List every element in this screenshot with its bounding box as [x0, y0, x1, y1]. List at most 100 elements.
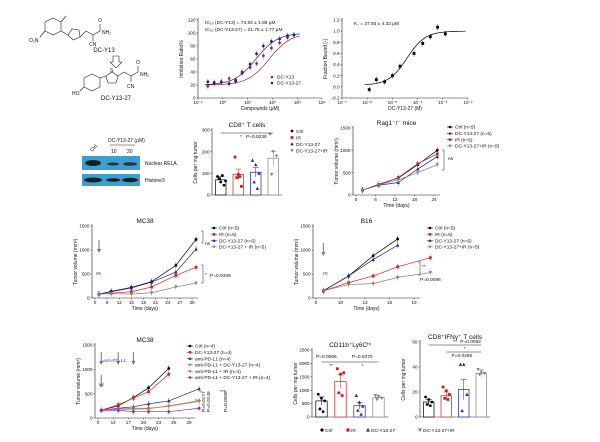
data-point — [446, 398, 450, 401]
amide-bond — [92, 30, 101, 36]
arrowhead-icon — [116, 361, 121, 365]
nitrile-label: CN — [89, 42, 97, 48]
data-point — [252, 180, 256, 184]
data-point — [374, 78, 378, 82]
band-rela-ctrl — [85, 160, 101, 166]
series-line — [101, 401, 200, 411]
x-tick-label: 24 — [165, 300, 171, 305]
hydroxy-bond — [79, 86, 85, 92]
data-point — [197, 398, 201, 403]
bar — [372, 397, 385, 418]
band-rela-10 — [107, 162, 119, 166]
data-point — [227, 82, 231, 86]
legend-marker — [290, 136, 294, 139]
y-axis-label: Cells per mg tumor — [193, 141, 199, 184]
x-axis-label: Compounds (μM) — [241, 106, 280, 112]
data-point — [278, 37, 281, 41]
data-point — [271, 150, 275, 154]
data-point — [416, 162, 420, 166]
data-point — [443, 32, 447, 36]
legend-marker — [290, 129, 294, 133]
y-tick-label: 1500 — [299, 374, 310, 379]
y-tick-label: 2000 — [299, 361, 310, 366]
legend-label: anti-PD-L1 + IR (n=4) — [195, 369, 241, 375]
legend-marker — [448, 131, 452, 135]
y-tick-label: 0 — [87, 296, 90, 301]
legend-marker — [188, 376, 192, 379]
y-tick-label: 1500 — [300, 224, 311, 229]
p-value: P=0.0238 — [246, 134, 267, 140]
legend-label: DC-Y13 — [277, 75, 294, 81]
data-point — [167, 404, 171, 408]
data-point — [396, 265, 400, 269]
data-point — [227, 77, 231, 80]
data-point — [428, 271, 433, 275]
x-tick-label: 27 — [177, 300, 183, 305]
oxygen-label: O — [98, 18, 102, 24]
chart-title: Rag1⁻/⁻ mice — [377, 120, 417, 127]
significance-stars: ** — [453, 339, 457, 345]
data-point — [286, 34, 289, 37]
p-value: P=0.0092 — [460, 339, 481, 345]
amide-bond — [130, 71, 139, 77]
data-point — [435, 152, 439, 156]
band-label-rela: Nuclear RELA — [145, 161, 177, 167]
y-tick-label: 120 — [188, 18, 196, 23]
legend-marker — [290, 142, 294, 146]
y-tick-label: 20 — [412, 390, 418, 395]
data-point — [150, 285, 153, 289]
data-point — [236, 173, 240, 176]
data-point — [421, 42, 425, 45]
legend-label: DC-Y13-27 (n=4) — [195, 350, 232, 356]
data-point — [261, 54, 265, 58]
data-point — [395, 275, 400, 280]
data-point — [194, 281, 198, 285]
y-tick-label: 200 — [202, 149, 210, 154]
annotation: ns — [448, 157, 454, 162]
data-point — [316, 392, 320, 396]
y-tick-label: 0 — [307, 415, 310, 420]
significance-stars: * — [361, 363, 363, 369]
data-point — [206, 80, 210, 84]
legend-marker — [448, 144, 452, 148]
data-point — [430, 400, 434, 404]
data-point — [194, 265, 198, 269]
data-point — [444, 389, 448, 393]
data-point — [435, 163, 439, 167]
data-point — [458, 362, 463, 366]
data-point — [396, 237, 400, 241]
legend-label: DC-Y13-27+IR (n=5) — [435, 245, 480, 251]
data-point — [216, 175, 219, 178]
data-point — [129, 286, 134, 290]
data-point — [371, 274, 375, 278]
data-point — [340, 394, 344, 397]
data-point — [443, 396, 447, 400]
series-line — [98, 239, 197, 295]
series-line — [101, 373, 170, 411]
nitrile-label-2: CN — [127, 84, 135, 90]
x-tick-label: 14 — [111, 420, 117, 425]
y-tick-label: 0 — [348, 193, 351, 198]
y-axis-label: Inhibition Ratio% — [179, 40, 185, 78]
y-tick-label: 0 — [308, 296, 311, 301]
y-tick-label: 60 — [190, 57, 196, 62]
y-tick-label: 40 — [412, 365, 418, 370]
y-tick-label: 2500 — [299, 348, 310, 353]
annotation: P=0.0339 — [210, 273, 231, 279]
legend-label: IR — [351, 428, 356, 434]
y-tick-label: 500 — [85, 391, 93, 396]
data-point — [234, 79, 238, 83]
data-point — [206, 84, 210, 88]
legend-label: anti-PD-L1 + DC-Y13-27 (n=4) — [195, 363, 260, 369]
x-tick-label: 13 — [362, 300, 368, 305]
data-point — [398, 64, 402, 68]
data-point — [460, 408, 464, 413]
data-point — [174, 285, 178, 289]
data-point — [318, 407, 322, 411]
legend-marker — [320, 428, 324, 432]
data-point — [428, 256, 432, 260]
y-axis-label: Tumor volume (mm³) — [334, 138, 340, 185]
legend-label: DC-Y13-27 + IR (n=5) — [219, 245, 266, 251]
series-line — [362, 150, 438, 191]
